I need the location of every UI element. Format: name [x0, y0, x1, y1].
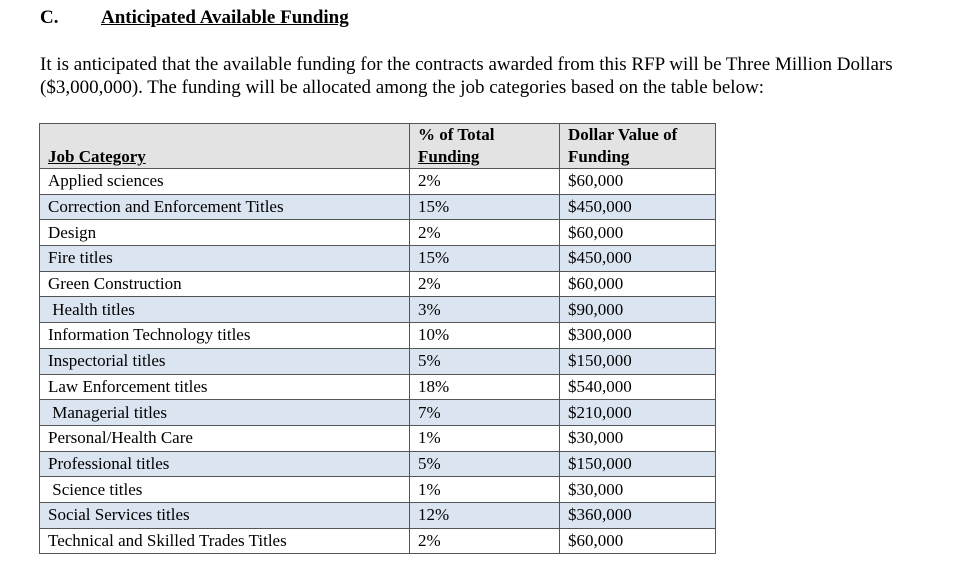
table-row: Design 2% $60,000 — [39, 219, 716, 247]
cell-category: Information Technology titles — [39, 322, 410, 349]
table-row: Applied sciences 2% $60,000 — [39, 168, 716, 195]
cell-percent: 15% — [409, 245, 560, 272]
table-row: Fire titles 15% $450,000 — [39, 245, 716, 272]
cell-dollars: $300,000 — [559, 322, 716, 349]
funding-table-body: Applied sciences 2% $60,000 Correction a… — [39, 168, 716, 555]
cell-category: Correction and Enforcement Titles — [39, 193, 410, 221]
cell-category: Personal/Health Care — [39, 424, 410, 452]
section-letter: C. — [40, 7, 59, 28]
cell-percent: 12% — [409, 501, 560, 529]
funding-table-header: Job Category % of Total Funding Dollar V… — [39, 123, 716, 169]
header-job-category-label: Job Category — [48, 147, 146, 166]
cell-dollars: $90,000 — [559, 296, 716, 324]
cell-dollars: $30,000 — [559, 476, 716, 503]
cell-percent: 5% — [409, 450, 560, 478]
cell-percent: 2% — [409, 527, 560, 555]
intro-paragraph: It is anticipated that the available fun… — [40, 54, 893, 98]
table-row: Science titles 1% $30,000 — [39, 476, 716, 503]
header-job-category: Job Category — [39, 123, 410, 169]
table-row: Health titles 3% $90,000 — [39, 296, 716, 324]
funding-table: Job Category % of Total Funding Dollar V… — [39, 123, 716, 555]
cell-dollars: $60,000 — [559, 168, 716, 195]
table-row: Inspectorial titles 5% $150,000 — [39, 347, 716, 375]
table-row: Law Enforcement titles 18% $540,000 — [39, 373, 716, 401]
cell-percent: 15% — [409, 193, 560, 221]
cell-percent: 2% — [409, 219, 560, 247]
section-title: Anticipated Available Funding — [101, 7, 349, 28]
cell-percent: 10% — [409, 322, 560, 349]
cell-dollars: $210,000 — [559, 399, 716, 426]
cell-dollars: $60,000 — [559, 527, 716, 555]
cell-category: Green Construction — [39, 270, 410, 298]
cell-percent: 7% — [409, 399, 560, 426]
cell-category: Professional titles — [39, 450, 410, 478]
cell-category: Science titles — [39, 476, 410, 503]
table-row: Correction and Enforcement Titles 15% $4… — [39, 193, 716, 221]
header-dollar-line1: Dollar Value of — [568, 125, 678, 144]
header-percent-line2: Funding — [418, 147, 480, 166]
cell-dollars: $150,000 — [559, 450, 716, 478]
cell-category: Design — [39, 219, 410, 247]
cell-percent: 18% — [409, 373, 560, 401]
cell-dollars: $30,000 — [559, 424, 716, 452]
cell-dollars: $150,000 — [559, 347, 716, 375]
cell-category: Inspectorial titles — [39, 347, 410, 375]
table-row: Professional titles 5% $150,000 — [39, 450, 716, 478]
table-row: Green Construction 2% $60,000 — [39, 270, 716, 298]
table-row: Personal/Health Care 1% $30,000 — [39, 424, 716, 452]
table-row: Managerial titles 7% $210,000 — [39, 399, 716, 426]
cell-dollars: $540,000 — [559, 373, 716, 401]
cell-dollars: $450,000 — [559, 245, 716, 272]
cell-dollars: $450,000 — [559, 193, 716, 221]
header-percent-line1: % of Total — [418, 125, 495, 144]
header-dollar-value: Dollar Value of Funding — [559, 123, 716, 169]
cell-percent: 2% — [409, 168, 560, 195]
cell-category: Health titles — [39, 296, 410, 324]
cell-dollars: $360,000 — [559, 501, 716, 529]
cell-percent: 5% — [409, 347, 560, 375]
table-row: Social Services titles 12% $360,000 — [39, 501, 716, 529]
cell-category: Applied sciences — [39, 168, 410, 195]
cell-dollars: $60,000 — [559, 270, 716, 298]
header-row: Job Category % of Total Funding Dollar V… — [39, 123, 716, 169]
header-percent: % of Total Funding — [409, 123, 560, 169]
cell-category: Law Enforcement titles — [39, 373, 410, 401]
cell-percent: 2% — [409, 270, 560, 298]
header-dollar-line2: Funding — [568, 147, 630, 166]
cell-percent: 1% — [409, 424, 560, 452]
cell-category: Technical and Skilled Trades Titles — [39, 527, 410, 555]
cell-category: Social Services titles — [39, 501, 410, 529]
cell-percent: 1% — [409, 476, 560, 503]
cell-percent: 3% — [409, 296, 560, 324]
cell-category: Fire titles — [39, 245, 410, 272]
cell-dollars: $60,000 — [559, 219, 716, 247]
table-row: Technical and Skilled Trades Titles 2% $… — [39, 527, 716, 555]
table-row: Information Technology titles 10% $300,0… — [39, 322, 716, 349]
cell-category: Managerial titles — [39, 399, 410, 426]
